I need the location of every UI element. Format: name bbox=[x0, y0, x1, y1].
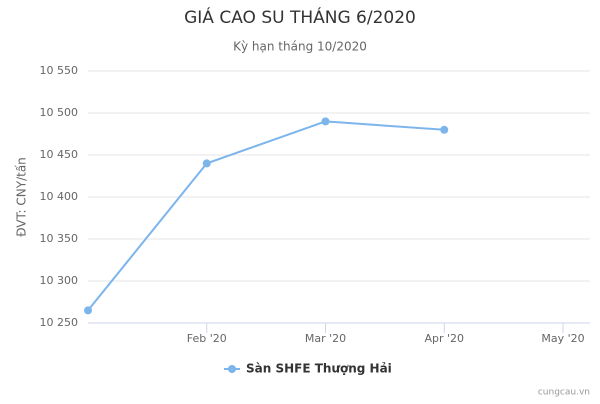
y-tick-label: 10 300 bbox=[40, 274, 79, 287]
point bbox=[84, 306, 92, 315]
y-tick-label: 10 550 bbox=[40, 64, 79, 77]
point bbox=[321, 117, 330, 126]
point bbox=[440, 125, 449, 134]
y-tick-label: 10 400 bbox=[40, 190, 79, 203]
y-tick-label: 10 250 bbox=[40, 316, 79, 329]
y-tick-label: 10 500 bbox=[40, 106, 79, 119]
x-tick-label: Apr '20 bbox=[424, 332, 464, 345]
y-tick-label: 10 350 bbox=[40, 232, 79, 245]
legend-label: Sàn SHFE Thượng Hải bbox=[246, 362, 392, 376]
chart-subtitle: Kỳ hạn tháng 10/2020 bbox=[233, 40, 367, 54]
legend-marker bbox=[228, 365, 236, 373]
x-tick-label: Mar '20 bbox=[305, 332, 346, 345]
x-tick-label: May '20 bbox=[541, 332, 584, 345]
y-axis-title: ĐVT: CNY/tấn bbox=[15, 157, 29, 237]
credit: cungcau.vn bbox=[538, 388, 590, 398]
y-tick-label: 10 450 bbox=[40, 148, 79, 161]
point bbox=[202, 159, 211, 168]
chart-title: GIÁ CAO SU THÁNG 6/2020 bbox=[184, 6, 416, 28]
line bbox=[87, 120, 445, 312]
x-tick-label: Feb '20 bbox=[187, 332, 227, 345]
